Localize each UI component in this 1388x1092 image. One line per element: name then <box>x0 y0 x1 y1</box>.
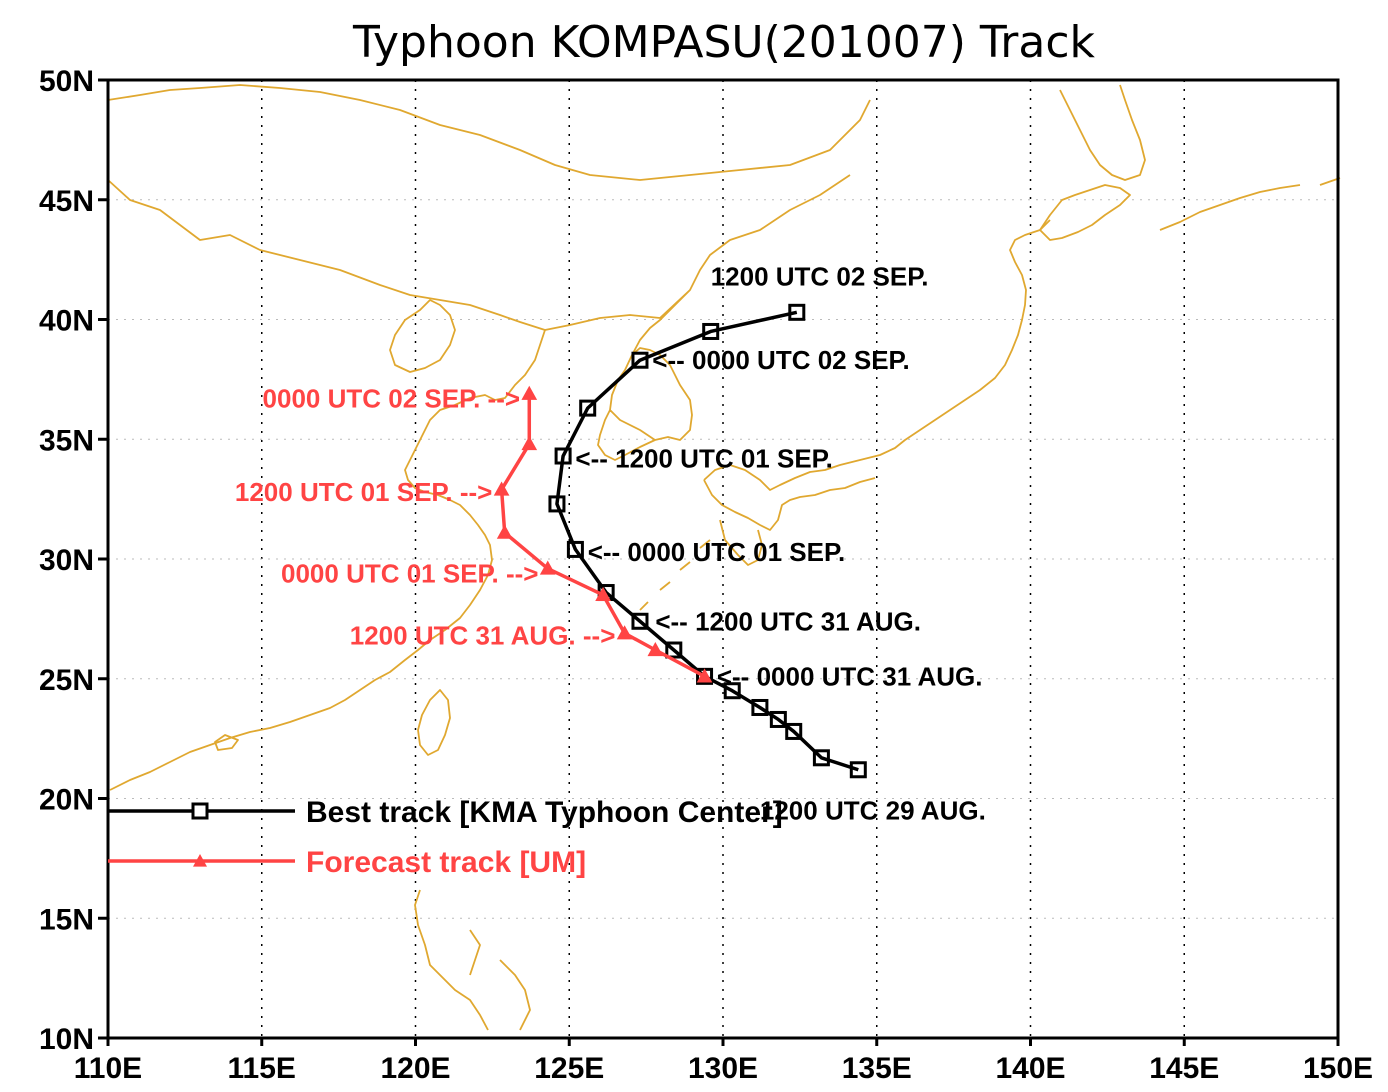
legend: Best track [KMA Typhoon Center] Forecast … <box>108 796 783 879</box>
forecast-track-point <box>595 586 611 602</box>
coastline-bohai <box>389 299 456 373</box>
legend-marker <box>191 802 209 820</box>
forecast-track-point <box>496 524 513 539</box>
track-time-label: 1200 UTC 01 SEP. --> <box>235 477 493 507</box>
best-track-line <box>555 310 859 772</box>
track-time-label: <-- 0000 UTC 01 SEP. <box>588 537 846 567</box>
y-tick-label: 25N <box>39 664 94 697</box>
track-time-label: <-- 1200 UTC 31 AUG. <box>655 606 921 636</box>
coastline-hainan <box>214 734 239 751</box>
track-time-label: 1200 UTC 29 AUG. <box>760 795 986 825</box>
best-track-point <box>554 447 572 465</box>
coastline-hokkaido-sakhalin <box>1039 84 1146 241</box>
best-track-point <box>723 682 741 700</box>
coastline-layer <box>107 84 1341 1031</box>
coastline-china-korea <box>107 84 871 461</box>
y-tick-label: 30N <box>39 544 94 577</box>
best-track-point <box>769 710 787 728</box>
best-track-point <box>849 761 867 779</box>
x-tick-label: 110E <box>74 1052 142 1085</box>
track-time-label: <-- 0000 UTC 02 SEP. <box>652 345 910 375</box>
track-series <box>493 303 867 779</box>
forecast-track-point <box>647 641 664 657</box>
x-tick-label: 120E <box>380 1052 450 1085</box>
best-track-point <box>631 351 649 369</box>
best-track-point <box>812 749 830 767</box>
forecast-track-point <box>521 436 538 451</box>
best-track-point <box>665 641 683 659</box>
y-tick-label: 40N <box>39 305 94 338</box>
coastline-china-east <box>109 329 546 791</box>
best-track-point <box>751 698 769 716</box>
best-track-point <box>566 540 584 558</box>
y-tick-label: 20N <box>39 784 94 817</box>
best-track-point <box>788 303 806 321</box>
forecast-track-point <box>493 481 510 496</box>
x-tick-label: 150E <box>1303 1052 1373 1085</box>
x-tick-label: 125E <box>534 1052 604 1085</box>
coastline-ryukyu <box>639 539 711 611</box>
x-tick-label: 145E <box>1149 1052 1219 1085</box>
x-tick-label: 115E <box>228 1052 296 1085</box>
y-tick-label: 50N <box>39 65 94 98</box>
best-track-point <box>631 612 649 630</box>
forecast-track-point <box>616 625 633 640</box>
forecast-track-point <box>521 385 538 400</box>
track-time-label: 1200 UTC 31 AUG. --> <box>350 621 616 651</box>
track-time-label: <-- 1200 UTC 01 SEP. <box>575 443 833 473</box>
track-time-label: 0000 UTC 01 SEP. --> <box>281 558 539 588</box>
best-track-point <box>579 399 597 417</box>
legend-label: Best track [KMA Typhoon Center] <box>306 796 783 829</box>
y-tick-label: 35N <box>39 424 94 457</box>
best-track-point <box>702 322 720 340</box>
coastline-taiwan <box>417 689 451 756</box>
y-tick-label: 45N <box>39 185 94 218</box>
legend-marker <box>193 854 207 867</box>
track-time-label: 1200 UTC 02 SEP. <box>711 261 929 291</box>
x-tick-label: 140E <box>995 1052 1065 1085</box>
map-title: Typhoon KOMPASU(201007) Track <box>352 17 1096 68</box>
axis-ticks: 110E 115E 120E 125E 130E 135E 140E 145E 150E 10N 1… <box>39 65 1373 1085</box>
y-tick-label: 15N <box>39 903 94 936</box>
grid-lines <box>108 80 1338 1038</box>
x-tick-label: 130E <box>688 1052 758 1085</box>
coastline-luzon <box>414 889 531 1031</box>
y-tick-label: 10N <box>39 1023 94 1056</box>
legend-label: Forecast track [UM] <box>306 846 586 879</box>
track-time-label: 0000 UTC 02 SEP. --> <box>263 384 521 414</box>
best-track-point <box>785 722 803 740</box>
coastline-japan <box>703 219 1051 566</box>
track-time-label: <-- 0000 UTC 31 AUG. <box>717 661 983 691</box>
best-track-point <box>548 495 566 513</box>
coastline-kuril <box>1159 177 1341 231</box>
forecast-track-point <box>539 560 556 575</box>
forecast-track-point <box>696 668 713 683</box>
track-annotations: 1200 UTC 02 SEP. <-- 0000 UTC 02 SEP. <-- … <box>235 261 986 825</box>
x-tick-label: 135E <box>842 1052 912 1085</box>
